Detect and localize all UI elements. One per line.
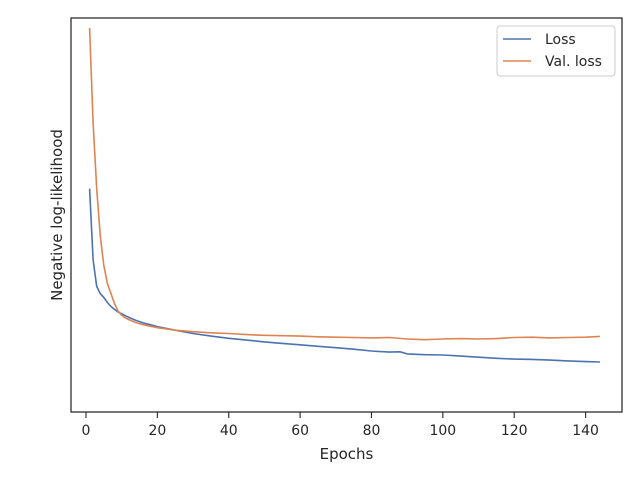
series-line-val-loss: [88, 27, 600, 341]
plot-area: [88, 27, 600, 363]
y-axis-label: Negative log-likelihood: [48, 129, 66, 301]
axes-frame: [70, 17, 623, 413]
x-tick-label: 120: [501, 423, 528, 439]
x-tick-label: 40: [220, 423, 238, 439]
legend-label-val-loss: Val. loss: [545, 54, 602, 70]
x-axis-ticks: 0 20 40 60 80 100 120 140: [82, 412, 599, 439]
x-axis-label: Epochs: [320, 445, 374, 463]
x-tick-label: 20: [148, 423, 166, 439]
x-tick-label: 140: [572, 423, 599, 439]
series-line-loss: [88, 188, 600, 363]
x-tick-label: 0: [82, 423, 91, 439]
x-tick-label: 60: [291, 423, 309, 439]
legend: Loss Val. loss: [496, 25, 616, 77]
x-tick-label: 80: [363, 423, 381, 439]
x-tick-label: 100: [429, 423, 456, 439]
legend-label-loss: Loss: [545, 32, 576, 48]
